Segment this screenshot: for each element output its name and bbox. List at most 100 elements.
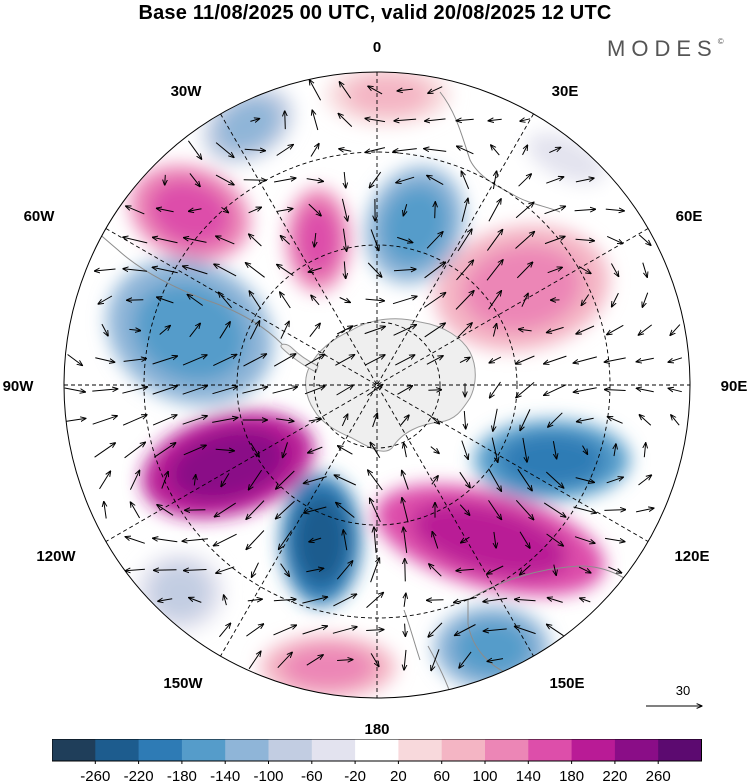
wind-arrow (153, 538, 178, 543)
colorbar-tick-label: 220 (602, 768, 627, 783)
wind-arrow (575, 178, 594, 183)
colorbar-tick-label: -20 (344, 768, 366, 783)
wind-arrow (404, 443, 407, 458)
wind-arrow (606, 235, 623, 243)
wind-arrow (153, 443, 176, 458)
wind-arrow (332, 627, 357, 634)
wind-arrow (430, 446, 439, 454)
wind-arrow (161, 471, 168, 489)
wind-arrow (427, 600, 444, 601)
colorbar-swatch (658, 739, 702, 761)
wind-arrow (67, 354, 83, 366)
south-america-outline (83, 219, 283, 345)
wind-arrow (245, 263, 265, 278)
wind-arrow (638, 324, 653, 335)
wind-arrow (405, 559, 406, 582)
wind-arrow (520, 564, 531, 575)
wind-arrow (397, 236, 413, 242)
colorbar-swatch (355, 739, 399, 761)
wind-arrow (483, 629, 507, 631)
wind-arrow (522, 145, 528, 156)
wind-arrow (578, 566, 591, 573)
wind-arrow (157, 505, 174, 516)
wind-arrow (309, 537, 322, 542)
colorbar-tick-label: -180 (167, 768, 197, 783)
wind-arrow (393, 325, 417, 336)
wind-arrow (276, 470, 295, 489)
wind-arrow (456, 569, 475, 571)
wind-arrow (334, 475, 357, 486)
wind-arrow (435, 202, 436, 219)
wind-arrow (183, 445, 206, 456)
wind-arrow (461, 171, 470, 190)
wind-arrow (154, 570, 177, 571)
wind-arrow (341, 414, 347, 427)
wind-arrow (372, 413, 378, 428)
wind-arrow (344, 261, 345, 278)
wind-arrow (336, 503, 355, 518)
lon-label-30w: 30W (171, 83, 203, 100)
colorbar-tick-label: 260 (646, 768, 671, 783)
wind-arrow (393, 269, 416, 271)
wind-arrow (456, 119, 474, 120)
lon-label-150e: 150E (549, 675, 584, 692)
wind-arrow (614, 444, 616, 457)
colorbar-swatch (441, 739, 486, 761)
colorbar-swatch (225, 739, 269, 761)
wind-arrow (213, 354, 236, 367)
wind-arrow (544, 236, 565, 245)
wind-arrow (517, 468, 532, 491)
reference-vector: 30 (636, 683, 716, 717)
wind-arrow (276, 500, 295, 519)
wind-arrow (488, 500, 502, 519)
wind-arrow (310, 144, 319, 157)
wind-arrow (182, 539, 208, 541)
wind-arrow (642, 292, 649, 308)
anomaly-blob (345, 74, 431, 116)
wind-arrow (459, 504, 470, 516)
wind-arrow (635, 508, 654, 513)
wind-arrow (187, 295, 203, 306)
wind-arrow (604, 510, 625, 511)
wind-arrow (218, 292, 232, 309)
wind-arrow (396, 176, 415, 183)
wind-arrow (553, 441, 556, 459)
wind-arrow (212, 418, 238, 423)
anomaly-blob (293, 495, 349, 585)
wind-arrow (455, 624, 476, 636)
wind-arrow (92, 416, 118, 425)
wind-arrow (189, 598, 202, 603)
wind-arrow (515, 499, 533, 519)
wind-arrow (576, 325, 595, 334)
wind-arrow (608, 566, 621, 573)
wind-arrow (152, 267, 178, 274)
wind-arrow (374, 527, 376, 554)
colorbar-swatch (95, 739, 140, 761)
wind-arrow (544, 355, 567, 364)
wind-arrow (575, 239, 595, 241)
wind-arrow (283, 442, 288, 457)
wind-arrow (457, 146, 474, 155)
wind-arrow (581, 294, 590, 306)
wind-arrow (459, 651, 472, 668)
wind-arrow (343, 530, 348, 551)
wind-arrow (364, 326, 386, 335)
wind-arrow (165, 174, 166, 185)
wind-arrow (368, 86, 383, 95)
colorbar-swatch (614, 739, 659, 761)
anomaly-blob (217, 99, 279, 151)
wind-arrow (243, 354, 267, 367)
wind-arrow (309, 323, 320, 338)
wind-arrow (126, 206, 145, 215)
wind-arrow (544, 384, 567, 396)
wind-arrow (670, 324, 681, 336)
lon-label-120w: 120W (36, 548, 76, 565)
wind-arrow (668, 357, 683, 362)
wind-arrow (242, 387, 267, 394)
wind-arrow (549, 147, 560, 154)
wind-arrow (249, 321, 259, 340)
wind-arrow (95, 357, 114, 362)
wind-arrow (370, 498, 381, 523)
wind-arrow (101, 323, 108, 336)
wind-arrow (158, 599, 173, 602)
